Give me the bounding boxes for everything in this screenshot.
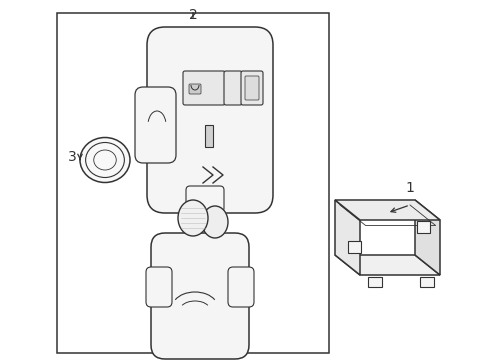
Bar <box>368 277 382 287</box>
Polygon shape <box>335 200 360 275</box>
FancyBboxPatch shape <box>146 267 172 307</box>
Ellipse shape <box>80 138 130 183</box>
Ellipse shape <box>178 200 208 236</box>
Text: 1: 1 <box>406 181 415 195</box>
FancyBboxPatch shape <box>189 84 201 94</box>
FancyBboxPatch shape <box>224 71 242 105</box>
FancyBboxPatch shape <box>183 71 225 105</box>
Polygon shape <box>415 200 440 275</box>
Bar <box>417 221 430 233</box>
Ellipse shape <box>202 206 228 238</box>
FancyBboxPatch shape <box>147 27 273 213</box>
FancyBboxPatch shape <box>135 87 176 163</box>
FancyBboxPatch shape <box>245 76 259 100</box>
Bar <box>205 125 213 147</box>
Bar <box>57 13 329 353</box>
Bar <box>348 241 361 253</box>
Polygon shape <box>335 255 440 275</box>
FancyBboxPatch shape <box>186 186 224 212</box>
FancyBboxPatch shape <box>151 233 249 359</box>
Bar <box>420 277 434 287</box>
Polygon shape <box>335 200 440 220</box>
FancyBboxPatch shape <box>228 267 254 307</box>
FancyBboxPatch shape <box>241 71 263 105</box>
Text: 3: 3 <box>68 150 77 164</box>
Text: 2: 2 <box>189 8 197 22</box>
